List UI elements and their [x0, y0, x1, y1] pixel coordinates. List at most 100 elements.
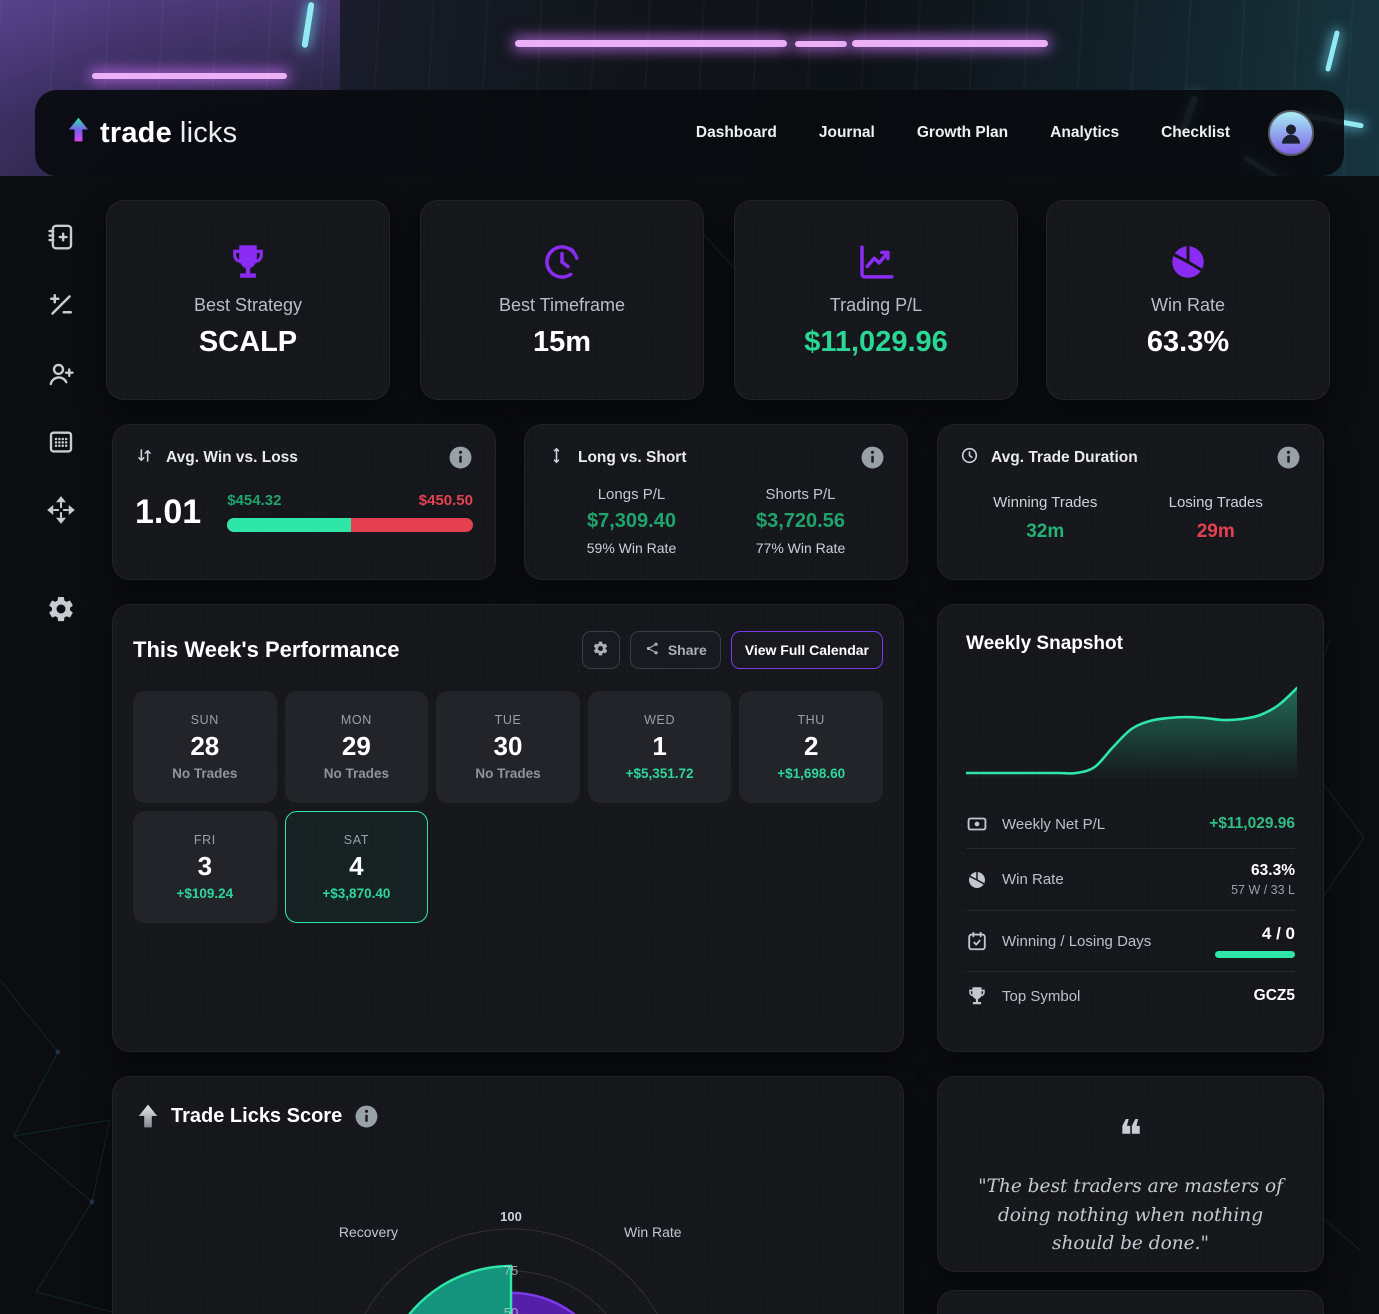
day-of-week: SAT — [343, 833, 369, 847]
trophy-small-icon — [966, 985, 988, 1007]
day-result: No Trades — [172, 766, 238, 781]
stat-label: Trading P/L — [829, 295, 923, 315]
day-of-week: WED — [644, 713, 676, 727]
nav-links: Dashboard Journal Growth Plan Analytics Chec… — [696, 124, 1230, 142]
nav-item-journal[interactable]: Journal — [818, 124, 875, 141]
day-of-week: FRI — [193, 833, 216, 847]
day-date: 28 — [190, 731, 220, 761]
longs-value: $7,309.40 — [587, 510, 676, 532]
neon-bar — [92, 73, 287, 79]
day-of-week: TUE — [494, 713, 522, 727]
info-button[interactable] — [448, 445, 473, 470]
stat-card-win-rate: Win Rate 63.3% — [1046, 200, 1330, 400]
weekly-snapshot-card: Weekly Snapshot Weekly Net P/L +$11,029.… — [937, 604, 1324, 1052]
snapshot-subvalue: 57 W / 33 L — [1231, 883, 1295, 897]
day-result: +$3,870.40 — [322, 886, 391, 901]
info-icon — [1276, 446, 1301, 473]
day-of-week: MON — [340, 713, 372, 727]
info-button[interactable] — [1276, 445, 1301, 470]
snapshot-label: Win Rate — [1002, 871, 1064, 888]
sidebar-journal-add-button[interactable] — [46, 222, 76, 252]
stat-card-best-strategy: Best Strategy SCALP — [106, 200, 390, 400]
win-loss-ratio: 1.01 — [135, 492, 202, 531]
clock-icon — [541, 241, 583, 285]
avg-win-amount: $454.32 — [227, 492, 282, 509]
calendar-day-sat[interactable]: SAT 4 +$3,870.40 — [284, 811, 429, 923]
view-full-calendar-button[interactable]: View Full Calendar — [730, 631, 883, 669]
losing-trades-label: Losing Trades — [1168, 494, 1263, 511]
share-label: Share — [667, 642, 707, 658]
longs-winrate: 59% Win Rate — [586, 540, 677, 556]
snapshot-label: Top Symbol — [1002, 987, 1081, 1005]
brand-logo[interactable]: trade licks — [65, 116, 237, 151]
avg-trade-duration-card: Avg. Trade Duration Winning Trades 32m L… — [937, 424, 1324, 580]
info-icon — [860, 446, 885, 473]
day-result: +$1,698.60 — [777, 766, 846, 781]
quote-card: ❝ "The best traders are masters of doing… — [937, 1076, 1324, 1272]
day-date: 3 — [197, 851, 213, 881]
sidebar-move-button[interactable] — [46, 495, 76, 525]
stat-label: Best Strategy — [193, 295, 303, 315]
next-card-stub — [937, 1290, 1324, 1314]
longs-label: Longs P/L — [597, 486, 666, 503]
calendar-day-fri[interactable]: FRI 3 +$109.24 — [133, 811, 277, 923]
svg-text:Win Rate: Win Rate — [624, 1224, 682, 1240]
share-button[interactable]: Share — [629, 631, 721, 669]
day-of-week: THU — [797, 713, 825, 727]
nav-item-checklist[interactable]: Checklist — [1161, 124, 1230, 141]
stat-card-trading-p-l: Trading P/L $11,029.96 — [734, 200, 1018, 400]
calendar-settings-button[interactable] — [581, 631, 620, 669]
shorts-winrate: 77% Win Rate — [755, 540, 846, 556]
score-info-button[interactable] — [354, 1104, 379, 1129]
calendar-day-mon[interactable]: MON 29 No Trades — [284, 691, 429, 803]
svg-text:50: 50 — [504, 1305, 518, 1314]
quote-mark-icon: ❝ — [1118, 1111, 1143, 1162]
week-performance-card: This Week's Performance Share View Full … — [112, 604, 904, 1052]
profile-avatar[interactable] — [1268, 110, 1314, 156]
calendar-day-tue[interactable]: TUE 30 No Trades — [436, 691, 580, 803]
info-button[interactable] — [860, 445, 885, 470]
clock-outline-icon — [960, 446, 979, 470]
calendar-day-thu[interactable]: THU 2 +$1,698.60 — [739, 691, 883, 803]
calendar-day-sun[interactable]: SUN 28 No Trades — [133, 691, 277, 803]
stat-value: 63.3% — [1146, 326, 1230, 358]
snapshot-label: Winning / Losing Days — [1002, 932, 1152, 950]
nav-item-dashboard[interactable]: Dashboard — [695, 124, 777, 141]
stat-label: Win Rate — [1150, 295, 1226, 315]
day-date: 2 — [803, 731, 819, 761]
winning-trades-label: Winning Trades — [993, 494, 1098, 511]
svg-text:Recovery: Recovery — [339, 1224, 398, 1240]
calendar-day-wed[interactable]: WED 1 +$5,351.72 — [587, 691, 732, 803]
snapshot-value: GCZ5 — [1253, 987, 1295, 1004]
share-icon — [644, 640, 661, 660]
snapshot-row-top-symbol: Top Symbol GCZ5 — [966, 971, 1295, 1020]
neon-bar — [852, 40, 1048, 47]
win-loss-bar — [227, 518, 473, 532]
trade-licks-score-card: Trade Licks Score 255075100RecoveryWin R… — [112, 1076, 904, 1314]
pie-icon — [1167, 241, 1209, 285]
nav-item-analytics[interactable]: Analytics — [1050, 124, 1120, 141]
nav-item-growth-plan[interactable]: Growth Plan — [916, 124, 1009, 141]
brand-name-bold: trade — [100, 116, 172, 149]
shorts-value: $3,720.56 — [756, 510, 845, 532]
card-title: Long vs. Short — [578, 448, 687, 466]
neon-bar — [795, 41, 847, 47]
day-result: +$5,351.72 — [625, 766, 694, 781]
sidebar-settings-button[interactable] — [46, 594, 76, 624]
sidebar-user-add-button[interactable] — [46, 359, 76, 389]
day-date: 30 — [493, 731, 523, 761]
sidebar-keypad-button[interactable] — [46, 427, 76, 457]
stat-label: Best Timeframe — [498, 295, 626, 315]
snapshot-value: +$11,029.96 — [1209, 815, 1295, 832]
brand-name-light: licks — [179, 116, 238, 149]
stat-value: SCALP — [198, 326, 298, 358]
up-down-icon — [135, 446, 154, 470]
stat-value: 15m — [532, 326, 592, 358]
avg-loss-amount: $450.50 — [418, 492, 473, 509]
brand-arrow-icon — [65, 116, 92, 151]
snapshot-value: 4 / 0 — [1261, 924, 1295, 943]
gear-icon — [592, 640, 609, 660]
sidebar-plus-minus-button[interactable] — [46, 290, 76, 320]
vertical-arrows-icon — [547, 446, 566, 470]
